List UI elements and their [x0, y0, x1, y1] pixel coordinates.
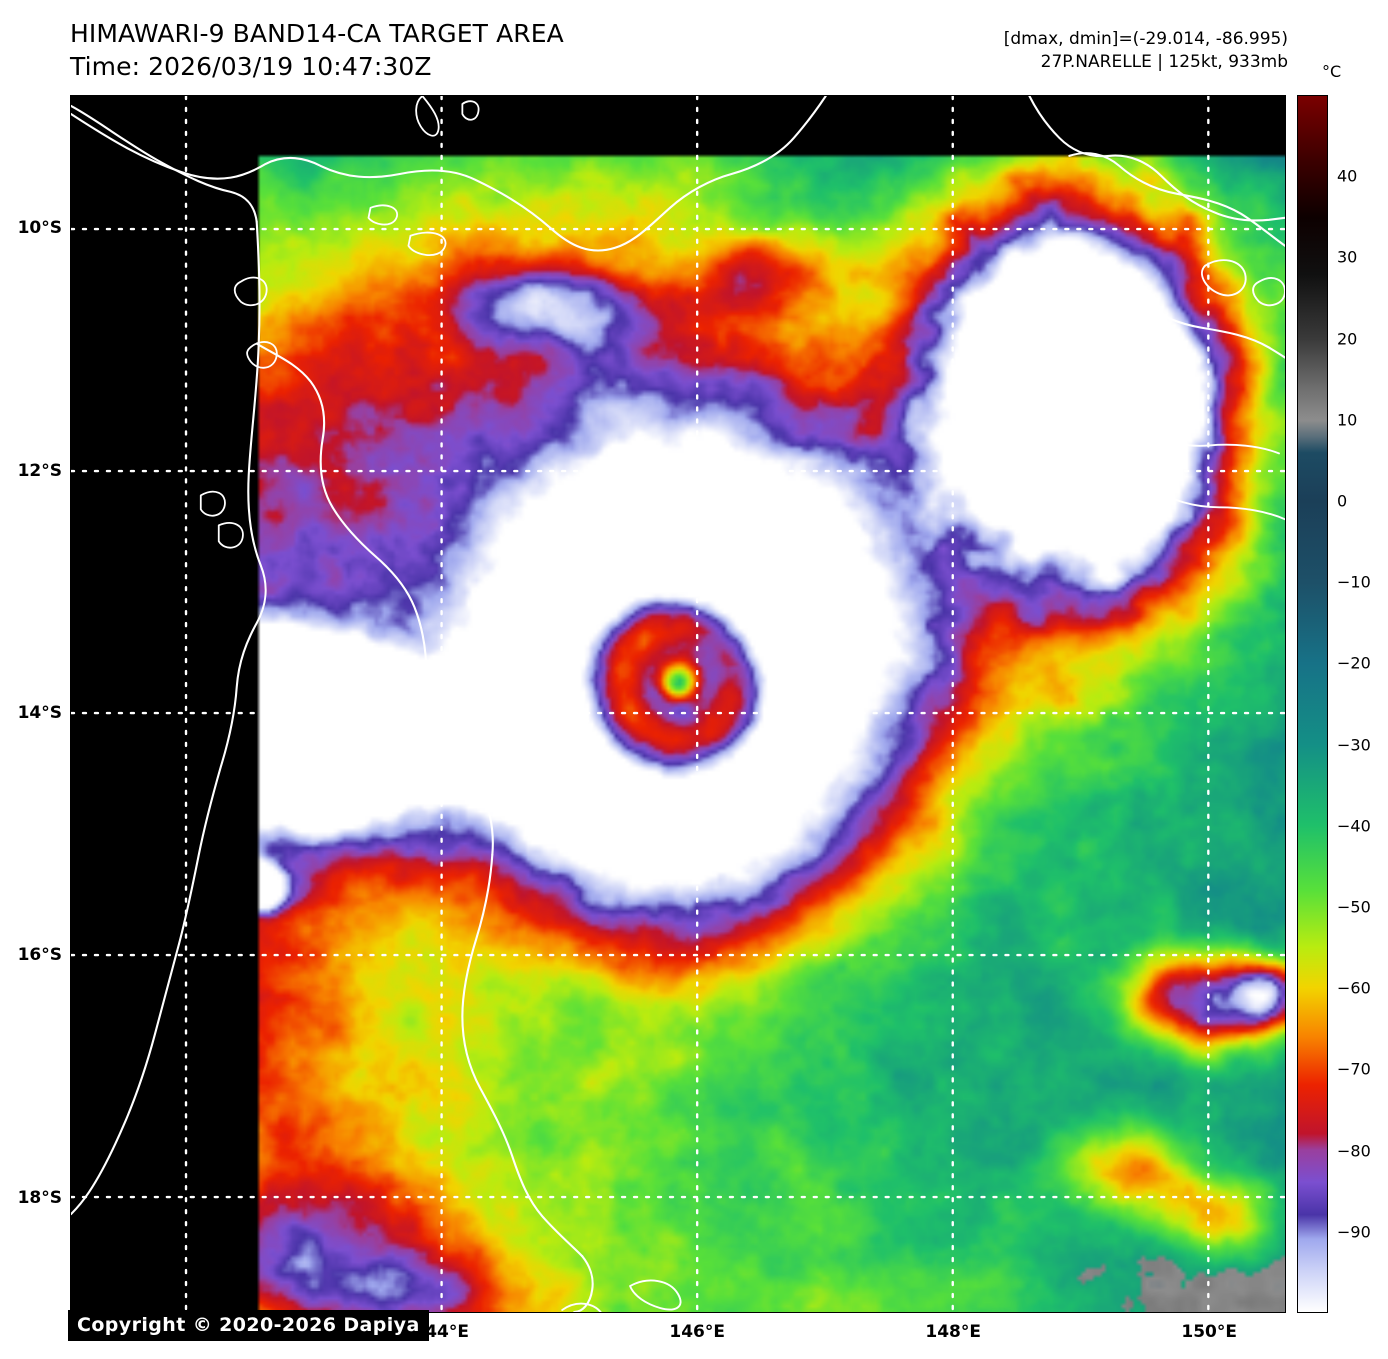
title-line: HIMAWARI-9 BAND14-CA TARGET AREA — [70, 19, 564, 48]
coastline — [1076, 286, 1285, 359]
coastline — [71, 220, 267, 1216]
colorbar-tick-label: −40 — [1337, 816, 1371, 836]
longitude-tick-label: 148°E — [925, 1322, 981, 1342]
coastline — [415, 96, 440, 137]
brightness-temperature-field — [71, 96, 1285, 1312]
coastline — [71, 96, 827, 252]
coastline — [407, 231, 447, 256]
longitude-tick-label: 150°E — [1181, 1322, 1237, 1342]
coastline — [1080, 420, 1280, 455]
colorbar-tick-label: −60 — [1337, 978, 1371, 998]
colorbar-tick-label: −20 — [1337, 653, 1371, 673]
time-line: Time: 2026/03/19 10:47:30Z — [70, 51, 432, 81]
colorbar-tick-label: 30 — [1337, 247, 1358, 267]
storm-info-label: 27P.NARELLE | 125kt, 933mb — [1040, 51, 1288, 72]
colorbar-tick-label: −50 — [1337, 897, 1371, 917]
coastline — [199, 490, 226, 517]
satellite-imagery-canvas — [71, 96, 1285, 1312]
coastline — [1252, 277, 1285, 307]
latitude-tick-label: 14°S — [17, 703, 62, 724]
coastline — [561, 1302, 602, 1312]
coastline — [1028, 96, 1285, 222]
colorbar — [1297, 95, 1328, 1313]
coastline — [1068, 152, 1285, 247]
colorbar-tick-label: 10 — [1337, 410, 1358, 430]
colorbar-tick-label: −90 — [1337, 1222, 1371, 1242]
dmax-dmin-label: [dmax, dmin]=(-29.014, -86.995) — [1003, 29, 1288, 49]
page-title: HIMAWARI-9 BAND14-CA TARGET AREA Time: 2… — [70, 18, 564, 83]
copyright-watermark: Copyright © 2020-2026 Dapiya — [68, 1310, 429, 1341]
colorbar-tick-label: −10 — [1337, 572, 1371, 592]
colorbar-tick-label: −30 — [1337, 735, 1371, 755]
coastline — [367, 204, 399, 226]
coastline — [425, 672, 590, 722]
colorbar-tick-label: 20 — [1337, 329, 1358, 349]
coastline — [461, 853, 584, 1258]
coastline — [629, 1279, 682, 1311]
colorbar-unit-label: °C — [1322, 62, 1342, 81]
coastline — [255, 342, 494, 856]
colorbar-tick-label: 40 — [1337, 166, 1358, 186]
coastline — [1201, 259, 1247, 297]
colorbar-tick-label: 0 — [1337, 491, 1348, 511]
coastline — [233, 276, 268, 307]
satellite-image-plot — [70, 95, 1286, 1313]
coastline — [461, 100, 480, 121]
colorbar-tick-label: −80 — [1337, 1141, 1371, 1161]
longitude-tick-label: 146°E — [669, 1322, 725, 1342]
coastline — [573, 1255, 594, 1312]
metadata-block: [dmax, dmin]=(-29.014, -86.995) 27P.NARE… — [1004, 28, 1288, 74]
latitude-tick-label: 18°S — [17, 1187, 62, 1208]
coastline — [217, 522, 244, 549]
coastline — [1084, 472, 1285, 521]
latitude-tick-label: 12°S — [17, 460, 62, 481]
latitude-tick-label: 16°S — [17, 945, 62, 966]
latitude-tick-label: 10°S — [17, 218, 62, 239]
colorbar-gradient — [1298, 96, 1327, 1312]
coastline — [246, 341, 278, 369]
coastline — [71, 104, 258, 223]
colorbar-tick-label: −70 — [1337, 1059, 1371, 1079]
